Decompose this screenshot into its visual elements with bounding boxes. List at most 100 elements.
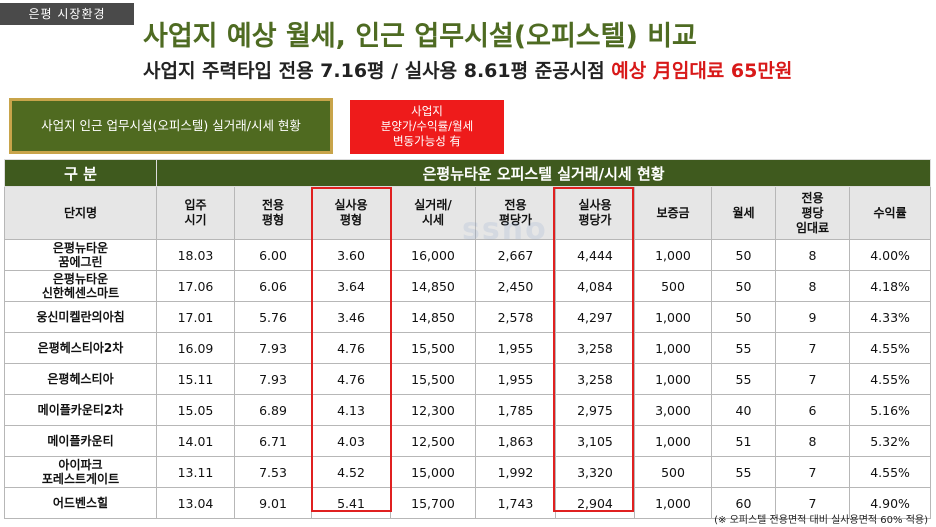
column-header: 실사용 평당가 [555,186,635,240]
column-header: 수익률 [848,186,932,240]
table-row: 은평헤스티아2차 16.09 7.93 4.76 15,500 1,955 3,258 1,0… [4,332,932,364]
table-cell: 6.00 [234,239,312,271]
table-cell: 13.11 [156,456,235,488]
column-header: 전용 평당가 [475,186,556,240]
page-title: 사업지 예상 월세, 인근 업무시설(오피스텔) 비교 [143,21,697,52]
table-cell: 50 [711,301,776,333]
survey-label-box: 사업지 인근 업무시설(오피스텔) 실거래/시세 현황 [9,98,333,154]
table-cell: 7 [775,456,850,488]
table-cell: 14.01 [156,425,235,457]
table-row: 은평뉴타운 신한헤센스마트 17.06 6.06 3.64 14,850 2,450 4,08… [4,270,932,302]
table-cell: 4.03 [311,425,391,457]
table-cell: 6.89 [234,394,312,426]
table-cell: 1,743 [475,487,556,519]
subtitle-text: 사업지 주력타입 전용 7.16평 / 실사용 8.61평 준공시점 [143,60,605,82]
table-cell: 1,955 [475,363,556,395]
table-cell: 2,450 [475,270,556,302]
table-cell: 4.13 [311,394,391,426]
table-cell: 15,700 [390,487,476,519]
disclaimer-line: 사업지 [411,104,443,118]
section-tag: 은평 시장환경 [0,3,134,25]
table-cell: 2,667 [475,239,556,271]
table-cell: 18.03 [156,239,235,271]
column-header: 월세 [711,186,776,240]
table-cell: 1,000 [634,332,712,364]
table-cell: 8 [775,239,850,271]
column-header: 단지명 [4,186,157,240]
table-cell: 500 [634,270,712,302]
subtitle-highlight: 예상 月임대료 65만원 [611,60,793,82]
table-cell: 4.76 [311,332,391,364]
table-cell: 5.76 [234,301,312,333]
table-cell: 1,785 [475,394,556,426]
table-cell: 3,000 [634,394,712,426]
table-cell: 7.53 [234,456,312,488]
table-cell: 17.01 [156,301,235,333]
complex-name-cell: 아이파크 포레스트게이트 [4,456,157,488]
complex-name-cell: 은평뉴타운 신한헤센스마트 [4,270,157,302]
column-header: 실사용 평형 [311,186,391,240]
table-cell: 1,992 [475,456,556,488]
table-cell: 3.60 [311,239,391,271]
table-cell: 1,000 [634,425,712,457]
table-cell: 40 [711,394,776,426]
table-cell: 4.55% [848,456,932,488]
table-cell: 14,850 [390,301,476,333]
table-cell: 17.06 [156,270,235,302]
table-cell: 4.52 [311,456,391,488]
complex-name-cell: 웅신미켈란의아침 [4,301,157,333]
table-cell: 6 [775,394,850,426]
table-row: 메이플카운티 14.01 6.71 4.03 12,500 1,863 3,105 1,000… [4,425,932,457]
table-cell: 15,500 [390,363,476,395]
table-cell: 7 [775,487,850,519]
table-cell: 55 [711,363,776,395]
table-cell: 4.55% [848,332,932,364]
table-cell: 16.09 [156,332,235,364]
table-cell: 9.01 [234,487,312,519]
table-cell: 7.93 [234,363,312,395]
table-cell: 50 [711,270,776,302]
table-row: 아이파크 포레스트게이트 13.11 7.53 4.52 15,000 1,992 3,320… [4,456,932,488]
complex-name-cell: 메이플카운티2차 [4,394,157,426]
column-header: 전용 평형 [234,186,312,240]
table-cell: 7.93 [234,332,312,364]
complex-name-cell: 은평헤스티아2차 [4,332,157,364]
table-cell: 2,904 [555,487,635,519]
table-cell: 4.76 [311,363,391,395]
table-cell: 16,000 [390,239,476,271]
footnote: (※ 오피스텔 전용면적 대비 실사용면적 60% 적용) [714,515,928,526]
table-cell: 15,000 [390,456,476,488]
table-cell: 15.11 [156,363,235,395]
complex-name-cell: 메이플카운티 [4,425,157,457]
table-cell: 50 [711,239,776,271]
table-cell: 14,850 [390,270,476,302]
table-cell: 4.18% [848,270,932,302]
page-subtitle: 사업지 주력타입 전용 7.16평 / 실사용 8.61평 준공시점 예상 月임… [143,56,792,83]
table-cell: 4.33% [848,301,932,333]
complex-name-cell: 은평헤스티아 [4,363,157,395]
comparison-table: 구 분 은평뉴타운 오피스텔 실거래/시세 현황 단지명 입주 시기 전용 평형 실사용 평… [4,159,932,519]
table-cell: 4,084 [555,270,635,302]
table-cell: 7 [775,332,850,364]
table-cell: 5.41 [311,487,391,519]
table-row: 웅신미켈란의아침 17.01 5.76 3.46 14,850 2,578 4,297 1,0… [4,301,932,333]
table-cell: 1,000 [634,487,712,519]
table-cell: 2,578 [475,301,556,333]
table-cell: 5.16% [848,394,932,426]
table-cell: 3,258 [555,332,635,364]
table-cell: 9 [775,301,850,333]
table-cell: 4,444 [555,239,635,271]
table-cell: 3,320 [555,456,635,488]
complex-name-cell: 은평뉴타운 꿈에그린 [4,239,157,271]
table-cell: 55 [711,332,776,364]
table-cell: 12,300 [390,394,476,426]
table-cell: 3.64 [311,270,391,302]
table-row: 메이플카운티2차 15.05 6.89 4.13 12,300 1,785 2,975 3,0… [4,394,932,426]
table-cell: 3,258 [555,363,635,395]
table-row: 은평헤스티아 15.11 7.93 4.76 15,500 1,955 3,258 1,000… [4,363,932,395]
group-header-left: 구 분 [4,159,157,187]
table-cell: 6.06 [234,270,312,302]
table-cell: 15.05 [156,394,235,426]
watermark: ssno [462,212,548,247]
table-cell: 1,955 [475,332,556,364]
